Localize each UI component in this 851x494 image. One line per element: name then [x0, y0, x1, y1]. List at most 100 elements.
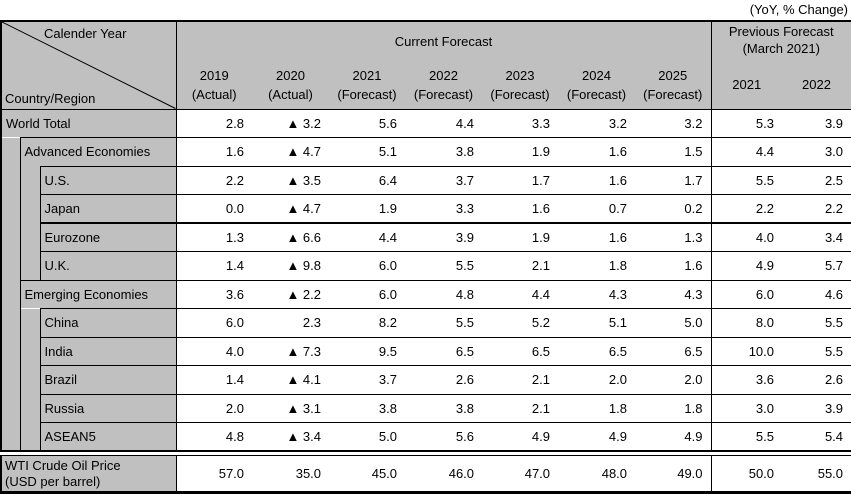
year-header-cell: 2023(Forecast) [482, 61, 558, 109]
previous-value-cell: 2.5 [782, 166, 851, 195]
previous-forecast-line1: Previous Forecast [712, 23, 851, 40]
corner-cell: Calender Year Country/Region [1, 21, 176, 109]
previous-value-cell: 3.0 [711, 394, 782, 423]
previous-year-header-cell: 2021 [711, 61, 782, 109]
forecast-table: Calender Year Country/Region Current For… [0, 20, 851, 452]
value-cell: 2.0 [176, 394, 252, 423]
oil-price-row: WTI Crude Oil Price (USD per barrel) 57.… [1, 456, 851, 493]
value-cell: 3.8 [329, 394, 405, 423]
value-cell: 3.3 [405, 195, 482, 224]
year-label: 2023 [482, 66, 558, 85]
previous-value-cell: 5.5 [782, 337, 851, 366]
value-cell: 5.0 [329, 423, 405, 452]
year-label: 2024 [558, 66, 635, 85]
row-label: ASEAN5 [40, 423, 176, 452]
previous-value-cell: 4.6 [782, 280, 851, 309]
value-cell: 2.6 [405, 366, 482, 395]
value-cell: ▲ 3.1 [252, 394, 329, 423]
value-cell: ▲ 4.1 [252, 366, 329, 395]
value-cell: ▲ 3.5 [252, 166, 329, 195]
previous-value-cell: 10.0 [711, 337, 782, 366]
value-cell: 1.6 [558, 223, 635, 252]
value-cell: 5.1 [558, 309, 635, 338]
value-cell: 1.8 [558, 394, 635, 423]
value-cell: 5.1 [329, 138, 405, 167]
value-cell: 3.2 [558, 109, 635, 138]
value-cell: ▲ 2.2 [252, 280, 329, 309]
current-forecast-header: Current Forecast [176, 21, 711, 61]
value-cell: 3.2 [635, 109, 711, 138]
previous-value-cell: 3.9 [782, 394, 851, 423]
value-cell: 5.6 [329, 109, 405, 138]
value-cell: 6.5 [558, 337, 635, 366]
year-header-cell: 2020(Actual) [252, 61, 329, 109]
row-label: China [40, 309, 176, 338]
row-label: Japan [40, 195, 176, 224]
row-label: Russia [40, 394, 176, 423]
value-cell: ▲ 7.3 [252, 337, 329, 366]
value-cell: 3.9 [405, 223, 482, 252]
year-label: 2019 [177, 66, 253, 85]
value-cell: 2.3 [252, 309, 329, 338]
value-cell: 3.7 [405, 166, 482, 195]
value-cell: 3.8 [405, 138, 482, 167]
year-label: 2020 [252, 66, 329, 85]
value-cell: 6.0 [329, 252, 405, 281]
value-cell: 1.6 [482, 195, 558, 224]
value-cell: 1.8 [558, 252, 635, 281]
oil-value-cell: 45.0 [329, 456, 405, 493]
previous-value-cell: 2.2 [711, 195, 782, 224]
value-cell: ▲ 4.7 [252, 195, 329, 224]
value-cell: 5.5 [405, 252, 482, 281]
value-cell: 4.3 [635, 280, 711, 309]
year-label: 2025 [635, 66, 711, 85]
previous-value-cell: 5.5 [711, 423, 782, 452]
value-cell: 2.2 [176, 166, 252, 195]
value-cell: 1.5 [635, 138, 711, 167]
row-label: Emerging Economies [20, 280, 176, 309]
oil-previous-value-cell: 55.0 [782, 456, 851, 493]
previous-value-cell: 4.4 [711, 138, 782, 167]
row-label: U.S. [40, 166, 176, 195]
value-cell: 1.6 [635, 252, 711, 281]
previous-value-cell: 5.4 [782, 423, 851, 452]
oil-label-line2: (USD per barrel) [5, 474, 176, 490]
previous-value-cell: 6.0 [711, 280, 782, 309]
row-label: Brazil [40, 366, 176, 395]
year-kind-label: (Forecast) [405, 85, 482, 104]
value-cell: 9.5 [329, 337, 405, 366]
previous-value-cell: 4.0 [711, 223, 782, 252]
previous-value-cell: 4.9 [711, 252, 782, 281]
value-cell: 2.1 [482, 394, 558, 423]
value-cell: 1.6 [558, 138, 635, 167]
oil-value-cell: 46.0 [405, 456, 482, 493]
row-label: Advanced Economies [20, 138, 176, 167]
previous-value-cell: 2.6 [782, 366, 851, 395]
value-cell: 6.4 [329, 166, 405, 195]
value-cell: 4.9 [635, 423, 711, 452]
value-cell: 8.2 [329, 309, 405, 338]
value-cell: 1.4 [176, 252, 252, 281]
value-cell: 5.6 [405, 423, 482, 452]
value-cell: 2.0 [558, 366, 635, 395]
year-kind-label: (Forecast) [329, 85, 405, 104]
previous-value-cell: 3.6 [711, 366, 782, 395]
indent-strip [20, 166, 40, 280]
value-cell: 6.5 [635, 337, 711, 366]
value-cell: 4.4 [482, 280, 558, 309]
year-kind-label: (Forecast) [482, 85, 558, 104]
previous-forecast-header: Previous Forecast (March 2021) [711, 21, 851, 61]
year-label: 2022 [405, 66, 482, 85]
oil-previous-value-cell: 50.0 [711, 456, 782, 493]
value-cell: 1.3 [176, 223, 252, 252]
value-cell: ▲ 9.8 [252, 252, 329, 281]
row-label: World Total [1, 109, 176, 138]
year-kind-label: (Actual) [177, 85, 253, 104]
value-cell: 1.9 [482, 223, 558, 252]
previous-year-header-cell: 2022 [782, 61, 851, 109]
